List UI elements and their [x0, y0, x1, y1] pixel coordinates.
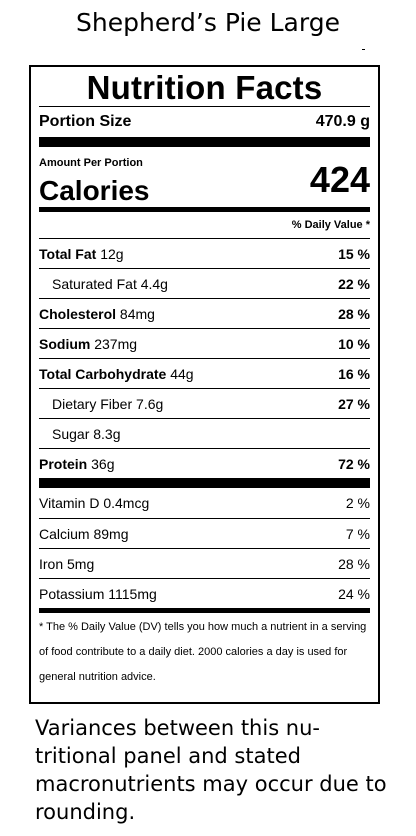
nutrient-amount: 7.6g — [136, 395, 164, 412]
nutrient-name: Total Carbohydrate — [39, 365, 167, 382]
vitamin-amount: 0.4mcg — [103, 495, 150, 511]
nutrient-daily-value: 28 % — [338, 305, 370, 322]
rounding-disclaimer: Variances between this nu-tritional pane… — [35, 716, 387, 824]
nutrient-amount: 12g — [100, 245, 124, 262]
nutrient-daily-value: 72 % — [338, 455, 370, 472]
vitamin-amount: 89mg — [93, 525, 129, 542]
nutrient-row-saturated-fat: Saturated Fat 4.4g 22 % — [39, 268, 370, 298]
vitamin-daily-value: 24 % — [338, 585, 370, 602]
nutrient-row-protein: Protein 36g 72 % — [39, 448, 370, 478]
nutrient-amount: 237mg — [94, 335, 138, 352]
vitamin-row-calcium: Calcium 89mg 7 % — [39, 518, 370, 548]
nutrient-name: Total Fat — [39, 245, 97, 262]
nutrient-daily-value: 27 % — [338, 395, 370, 412]
portion-size-label: Portion Size — [39, 113, 132, 130]
portion-size-value: 470.9 g — [315, 113, 370, 130]
vitamin-daily-value: 28 % — [338, 555, 370, 572]
page-title: Shepherd’s Pie Large — [76, 8, 340, 37]
nutrient-row-total-carbohydrate: Total Carbohydrate 44g 16 % — [39, 358, 370, 388]
nutrition-facts-title: Nutrition Facts — [86, 69, 323, 106]
nutrient-daily-value: 22 % — [338, 275, 370, 292]
nutrient-amount: 84mg — [119, 305, 155, 322]
nutrient-amount: 4.4g — [140, 275, 168, 292]
nutrient-daily-value: 16 % — [338, 365, 370, 382]
vitamin-amount: 1115mg — [108, 585, 157, 602]
daily-value-footnote: * The % Daily Value (DV) tells you how m… — [39, 621, 367, 683]
decorative-mark — [362, 49, 365, 50]
vitamin-name: Vitamin D — [39, 495, 100, 511]
divider-medium — [39, 608, 370, 613]
divider-heavy — [39, 137, 370, 147]
divider-medium — [39, 207, 370, 212]
nutrient-name: Saturated Fat — [52, 275, 137, 292]
vitamin-row-potassium: Potassium 1115mg 24 % — [39, 578, 370, 608]
calories-block: Amount Per Portion Calories 424 — [39, 147, 370, 207]
vitamin-amount: 5mg — [67, 555, 95, 572]
divider — [39, 106, 370, 107]
vitamin-row-iron: Iron 5mg 28 % — [39, 548, 370, 578]
vitamin-name: Iron — [39, 555, 64, 572]
divider-heavy — [39, 478, 370, 488]
nutrient-amount: 8.3g — [93, 425, 121, 442]
calories-label: Calories — [39, 175, 150, 206]
nutrient-daily-value: 10 % — [338, 335, 370, 352]
amount-per-portion-label: Amount Per Portion — [39, 157, 143, 169]
vitamin-name: Calcium — [39, 525, 90, 542]
vitamin-name: Potassium — [39, 585, 105, 602]
vitamin-daily-value: 2 % — [345, 495, 370, 511]
nutrient-name: Protein — [39, 455, 88, 472]
nutrition-facts-panel: Nutrition Facts Portion Size 470.9 g Amo… — [29, 65, 380, 704]
nutrient-name: Dietary Fiber — [52, 395, 133, 412]
nutrient-name: Cholesterol — [39, 305, 117, 322]
calories-value: 424 — [309, 159, 370, 200]
nutrient-row-dietary-fiber: Dietary Fiber 7.6g 27 % — [39, 388, 370, 418]
vitamin-row-vitamin-d: Vitamin D 0.4mcg 2 % — [39, 488, 370, 518]
nutrient-name: Sugar — [52, 425, 90, 442]
nutrient-row-sugar: Sugar 8.3g — [39, 418, 370, 448]
daily-value-header: % Daily Value * — [291, 219, 370, 231]
vitamin-daily-value: 7 % — [345, 525, 370, 542]
nutrient-row-cholesterol: Cholesterol 84mg 28 % — [39, 298, 370, 328]
nutrient-row-total-fat: Total Fat 12g 15 % — [39, 238, 370, 268]
nutrient-row-sodium: Sodium 237mg 10 % — [39, 328, 370, 358]
nutrient-amount: 44g — [170, 365, 194, 382]
nutrient-name: Sodium — [39, 335, 91, 352]
nutrient-daily-value: 15 % — [338, 245, 370, 262]
portion-size-row: Portion Size 470.9 g — [39, 107, 370, 137]
nutrient-amount: 36g — [91, 455, 115, 472]
